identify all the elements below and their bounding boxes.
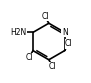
Text: N: N [62,28,68,37]
Text: Cl: Cl [25,53,33,62]
Text: Cl: Cl [49,62,57,71]
Text: Cl: Cl [65,39,72,48]
Text: Cl: Cl [41,12,49,21]
Text: H2N: H2N [11,28,27,37]
